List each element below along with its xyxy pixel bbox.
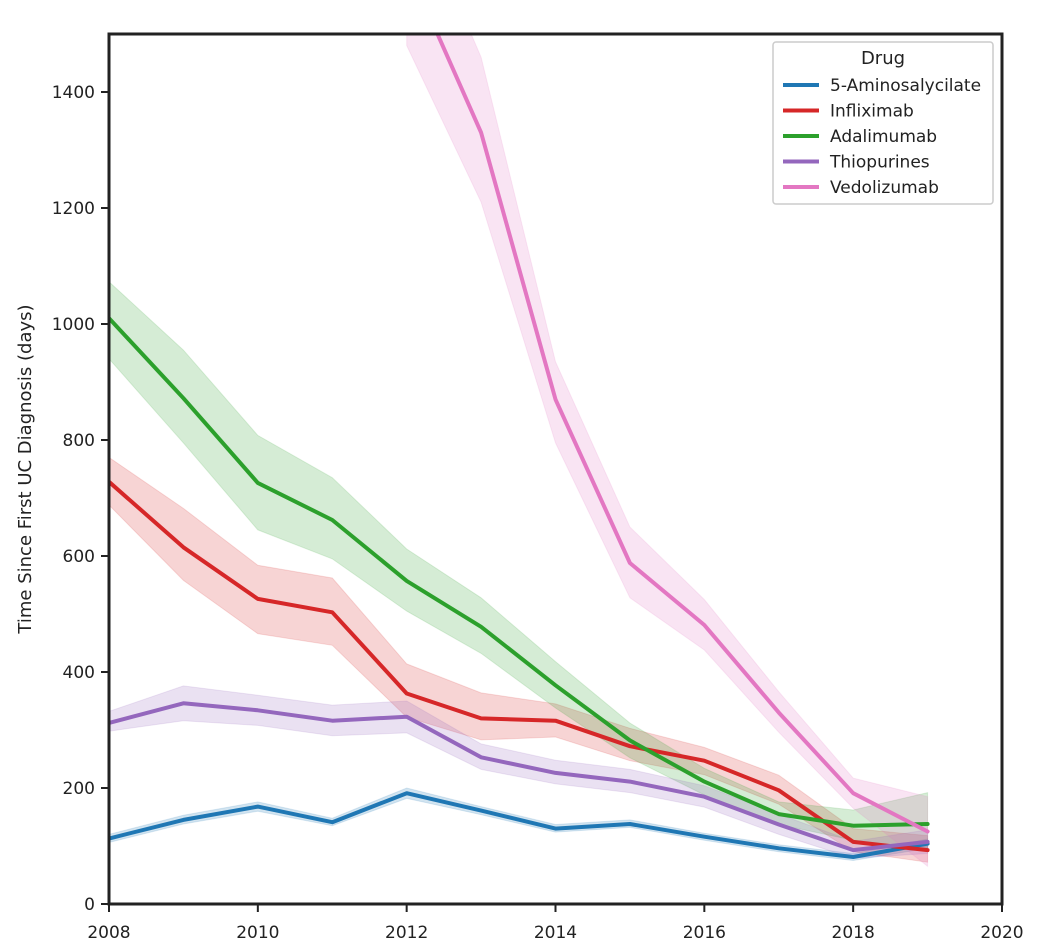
x-tick-label: 2018 bbox=[832, 923, 875, 943]
ci-band-vedolizumab bbox=[406, 34, 929, 868]
legend-label-vedolizumab: Vedolizumab bbox=[830, 178, 939, 198]
legend-label-infliximab: Infliximab bbox=[830, 102, 914, 122]
x-tick-label: 2012 bbox=[385, 923, 428, 943]
y-tick-label: 1000 bbox=[52, 315, 95, 335]
ci-band-thiopurines bbox=[109, 685, 929, 859]
y-tick-label: 800 bbox=[63, 431, 95, 451]
y-tick-label: 0 bbox=[84, 895, 95, 915]
x-tick-label: 2010 bbox=[236, 923, 279, 943]
series-line-vedolizumab bbox=[435, 34, 930, 834]
x-tick-label: 2008 bbox=[87, 923, 130, 943]
legend: Drug 5-Aminosalycilate Infliximab Adalimum… bbox=[772, 41, 994, 205]
ci-band-infliximab bbox=[109, 456, 929, 863]
legend-label-adalimumab: Adalimumab bbox=[830, 127, 937, 147]
series-lines bbox=[109, 34, 930, 859]
y-tick-label: 600 bbox=[63, 547, 95, 567]
series-line-5-aminosalycilate bbox=[109, 791, 930, 859]
legend-box bbox=[772, 41, 994, 205]
x-tick-label: 2016 bbox=[683, 923, 726, 943]
series-line-infliximab bbox=[109, 479, 930, 853]
series-line-adalimumab bbox=[109, 316, 930, 828]
y-tick-label: 1200 bbox=[52, 199, 95, 219]
y-tick-label: 200 bbox=[63, 779, 95, 799]
x-tick-label: 2014 bbox=[534, 923, 577, 943]
x-axis: 2008 2010 2012 2014 2016 2018 2020 bbox=[87, 904, 1024, 943]
y-tick-label: 1400 bbox=[52, 83, 95, 103]
legend-label-thiopurines: Thiopurines bbox=[829, 153, 930, 173]
y-tick-label: 400 bbox=[63, 663, 95, 683]
legend-label-5-aminosalycilate: 5-Aminosalycilate bbox=[830, 76, 981, 96]
y-axis-label: Time Since First UC Diagnosis (days) bbox=[15, 304, 36, 634]
y-axis: 0 200 400 600 800 1000 1200 1400 bbox=[52, 83, 109, 915]
legend-title: Drug bbox=[861, 48, 905, 69]
x-tick-label: 2020 bbox=[980, 923, 1023, 943]
series-line-thiopurines bbox=[109, 701, 930, 853]
